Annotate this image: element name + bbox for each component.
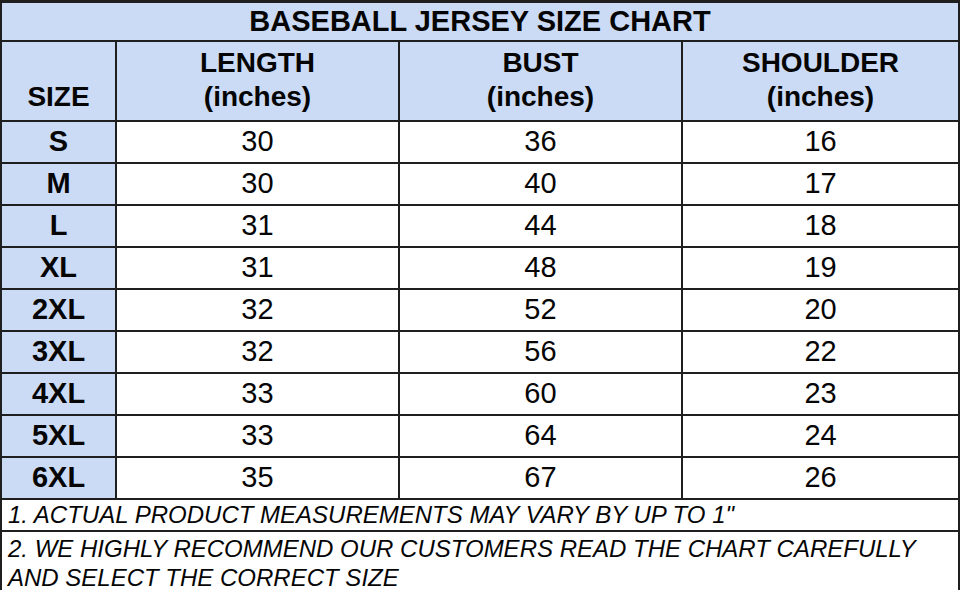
column-header-bust-sublabel: (inches) xyxy=(400,80,681,114)
column-header-length-label: LENGTH xyxy=(117,46,398,80)
table-row: 6XL 35 67 26 xyxy=(1,457,959,499)
footnote-2-text: 2. WE HIGHLY RECOMMEND OUR CUSTOMERS REA… xyxy=(8,535,933,590)
column-header-bust: BUST (inches) xyxy=(399,41,682,121)
table-row: 5XL 33 64 24 xyxy=(1,415,959,457)
column-header-row: SIZE LENGTH (inches) BUST (inches) SHOUL… xyxy=(1,41,959,121)
shoulder-cell: 24 xyxy=(682,415,959,457)
bust-cell: 60 xyxy=(399,373,682,415)
size-cell: XL xyxy=(1,247,116,289)
column-header-shoulder-label: SHOULDER xyxy=(683,46,958,80)
column-header-length-sublabel: (inches) xyxy=(117,80,398,114)
size-cell: 2XL xyxy=(1,289,116,331)
size-cell: S xyxy=(1,121,116,163)
bust-cell: 36 xyxy=(399,121,682,163)
table-row: XL 31 48 19 xyxy=(1,247,959,289)
size-cell: L xyxy=(1,205,116,247)
size-cell: 3XL xyxy=(1,331,116,373)
bust-cell: 52 xyxy=(399,289,682,331)
table-row: M 30 40 17 xyxy=(1,163,959,205)
shoulder-cell: 17 xyxy=(682,163,959,205)
bust-cell: 40 xyxy=(399,163,682,205)
bust-cell: 56 xyxy=(399,331,682,373)
bust-cell: 44 xyxy=(399,205,682,247)
length-cell: 31 xyxy=(116,205,399,247)
bust-cell: 48 xyxy=(399,247,682,289)
column-header-size: SIZE xyxy=(1,41,116,121)
length-cell: 30 xyxy=(116,163,399,205)
table-row: 2XL 32 52 20 xyxy=(1,289,959,331)
footnote-row: 2. WE HIGHLY RECOMMEND OUR CUSTOMERS REA… xyxy=(1,531,959,590)
footnote-1-text: 1. ACTUAL PRODUCT MEASUREMENTS MAY VARY … xyxy=(8,501,933,530)
footnote-1: 1. ACTUAL PRODUCT MEASUREMENTS MAY VARY … xyxy=(1,499,959,532)
length-cell: 32 xyxy=(116,289,399,331)
shoulder-cell: 23 xyxy=(682,373,959,415)
size-cell: 4XL xyxy=(1,373,116,415)
size-cell: 6XL xyxy=(1,457,116,499)
chart-title: BASEBALL JERSEY SIZE CHART xyxy=(1,2,959,41)
length-cell: 32 xyxy=(116,331,399,373)
bust-cell: 64 xyxy=(399,415,682,457)
length-cell: 31 xyxy=(116,247,399,289)
column-header-size-label: SIZE xyxy=(2,80,115,114)
table-row: 4XL 33 60 23 xyxy=(1,373,959,415)
length-cell: 35 xyxy=(116,457,399,499)
size-chart-table: BASEBALL JERSEY SIZE CHART SIZE LENGTH (… xyxy=(0,0,960,590)
footnote-row: 1. ACTUAL PRODUCT MEASUREMENTS MAY VARY … xyxy=(1,499,959,532)
shoulder-cell: 18 xyxy=(682,205,959,247)
size-cell: 5XL xyxy=(1,415,116,457)
length-cell: 33 xyxy=(116,373,399,415)
column-header-length: LENGTH (inches) xyxy=(116,41,399,121)
column-header-shoulder: SHOULDER (inches) xyxy=(682,41,959,121)
length-cell: 30 xyxy=(116,121,399,163)
title-row: BASEBALL JERSEY SIZE CHART xyxy=(1,2,959,41)
bust-cell: 67 xyxy=(399,457,682,499)
shoulder-cell: 26 xyxy=(682,457,959,499)
column-header-shoulder-sublabel: (inches) xyxy=(683,80,958,114)
footnote-2: 2. WE HIGHLY RECOMMEND OUR CUSTOMERS REA… xyxy=(1,531,959,590)
column-header-bust-label: BUST xyxy=(400,46,681,80)
shoulder-cell: 20 xyxy=(682,289,959,331)
shoulder-cell: 19 xyxy=(682,247,959,289)
shoulder-cell: 16 xyxy=(682,121,959,163)
length-cell: 33 xyxy=(116,415,399,457)
table-row: S 30 36 16 xyxy=(1,121,959,163)
table-row: L 31 44 18 xyxy=(1,205,959,247)
table-row: 3XL 32 56 22 xyxy=(1,331,959,373)
shoulder-cell: 22 xyxy=(682,331,959,373)
size-cell: M xyxy=(1,163,116,205)
